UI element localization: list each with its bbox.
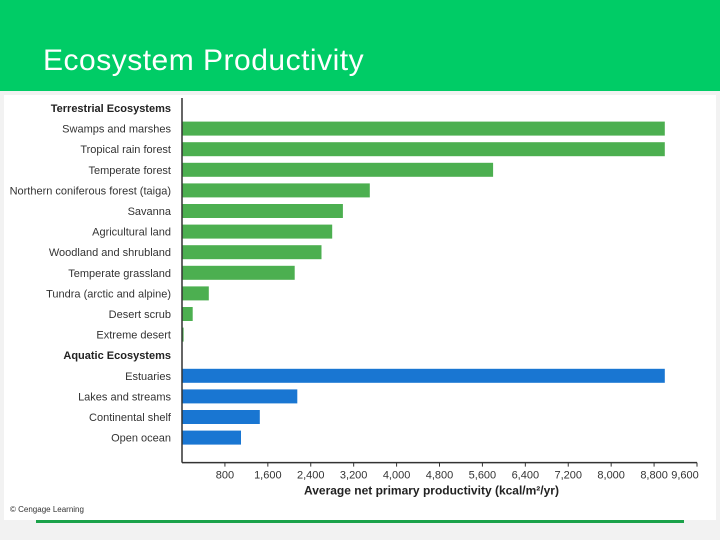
x-axis-title: Average net primary productivity (kcal/m… bbox=[304, 484, 559, 498]
category-label: Swamps and marshes bbox=[62, 124, 171, 136]
category-label: Northern coniferous forest (taiga) bbox=[10, 185, 171, 197]
x-tick-label: 2,400 bbox=[297, 470, 325, 482]
bar bbox=[182, 245, 322, 260]
bottom-rule bbox=[36, 520, 684, 523]
bar bbox=[182, 410, 260, 424]
slide-title: Ecosystem Productivity bbox=[43, 44, 365, 77]
category-label: Estuaries bbox=[125, 371, 171, 383]
x-tick-label: 3,200 bbox=[340, 470, 368, 482]
x-tick-label: 7,200 bbox=[554, 470, 582, 482]
bar bbox=[182, 183, 370, 198]
category-label: Woodland and shrubland bbox=[49, 247, 171, 259]
bar bbox=[182, 142, 665, 157]
category-label: Temperate forest bbox=[88, 165, 171, 177]
credit-text: © Cengage Learning bbox=[10, 505, 84, 514]
x-tick-label: 5,600 bbox=[469, 470, 497, 482]
bar bbox=[182, 121, 665, 136]
slide-header: Ecosystem Productivity bbox=[0, 0, 720, 91]
bar bbox=[182, 389, 298, 404]
bar bbox=[182, 368, 665, 383]
category-label: Continental shelf bbox=[89, 412, 172, 424]
bar bbox=[182, 204, 343, 218]
category-label: Savanna bbox=[128, 206, 172, 218]
category-label: Extreme desert bbox=[96, 330, 171, 342]
bar bbox=[182, 327, 184, 342]
bar bbox=[182, 307, 193, 321]
x-tick-label: 4,000 bbox=[383, 470, 411, 482]
x-tick-label: 4,800 bbox=[426, 470, 454, 482]
x-tick-label: 9,600 bbox=[671, 470, 699, 482]
bars-layer bbox=[182, 121, 665, 445]
group-heading: Terrestrial Ecosystems bbox=[51, 103, 171, 115]
x-tick-label: 8,000 bbox=[597, 470, 625, 482]
x-tick-label: 1,600 bbox=[254, 470, 282, 482]
bar bbox=[182, 430, 241, 445]
bar bbox=[182, 286, 209, 301]
category-label: Agricultural land bbox=[92, 227, 171, 239]
category-label: Open ocean bbox=[111, 433, 171, 445]
x-tick-label: 800 bbox=[216, 470, 234, 482]
category-label: Temperate grassland bbox=[68, 268, 171, 280]
x-tick-label: 6,400 bbox=[512, 470, 540, 482]
bar bbox=[182, 265, 295, 280]
category-label: Tropical rain forest bbox=[80, 144, 171, 156]
group-heading: Aquatic Ecosystems bbox=[63, 350, 171, 362]
category-label: Desert scrub bbox=[109, 309, 171, 321]
category-label: Tundra (arctic and alpine) bbox=[46, 288, 171, 300]
x-tick-label: 8,800 bbox=[640, 470, 668, 482]
category-label: Lakes and streams bbox=[78, 391, 171, 403]
bar bbox=[182, 224, 333, 239]
bar bbox=[182, 162, 494, 177]
x-ticks-layer: 800 1,600 2,400 3,200 4,000 4,800 5,600 6,400 7,… bbox=[181, 98, 699, 482]
labels-layer: Terrestrial Ecosystems Swamps and marshes… bbox=[10, 103, 172, 445]
